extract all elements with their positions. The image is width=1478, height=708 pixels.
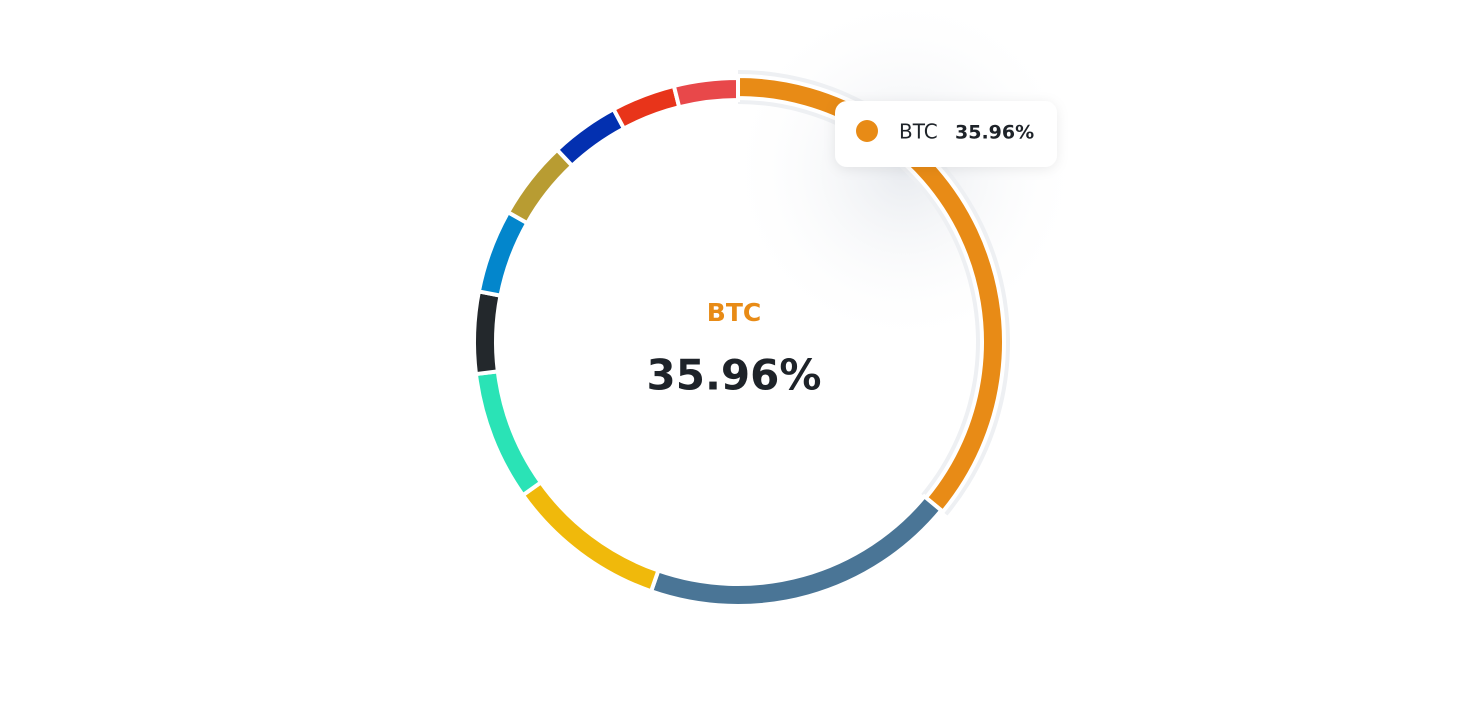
tooltip-label: BTC (899, 120, 938, 144)
donut-segment[interactable] (648, 493, 945, 608)
center-value: 35.96% (647, 351, 822, 400)
center-label: BTC (707, 298, 761, 327)
donut-segment[interactable] (472, 289, 503, 377)
donut-segment[interactable] (473, 369, 544, 498)
donut-segment[interactable] (610, 83, 682, 132)
tooltip-glow (725, 0, 1085, 350)
donut-segment[interactable] (476, 209, 530, 298)
tooltip-box (835, 101, 1057, 167)
donut-segment[interactable] (554, 106, 627, 169)
donut (472, 70, 1011, 608)
donut-segment[interactable] (520, 479, 661, 594)
tooltip-dot (856, 120, 878, 142)
tooltip: BTC 35.96% (835, 101, 1057, 167)
tooltip-value: 35.96% (955, 122, 1034, 144)
donut-segment[interactable] (671, 75, 740, 110)
donut-segment[interactable] (505, 146, 575, 226)
